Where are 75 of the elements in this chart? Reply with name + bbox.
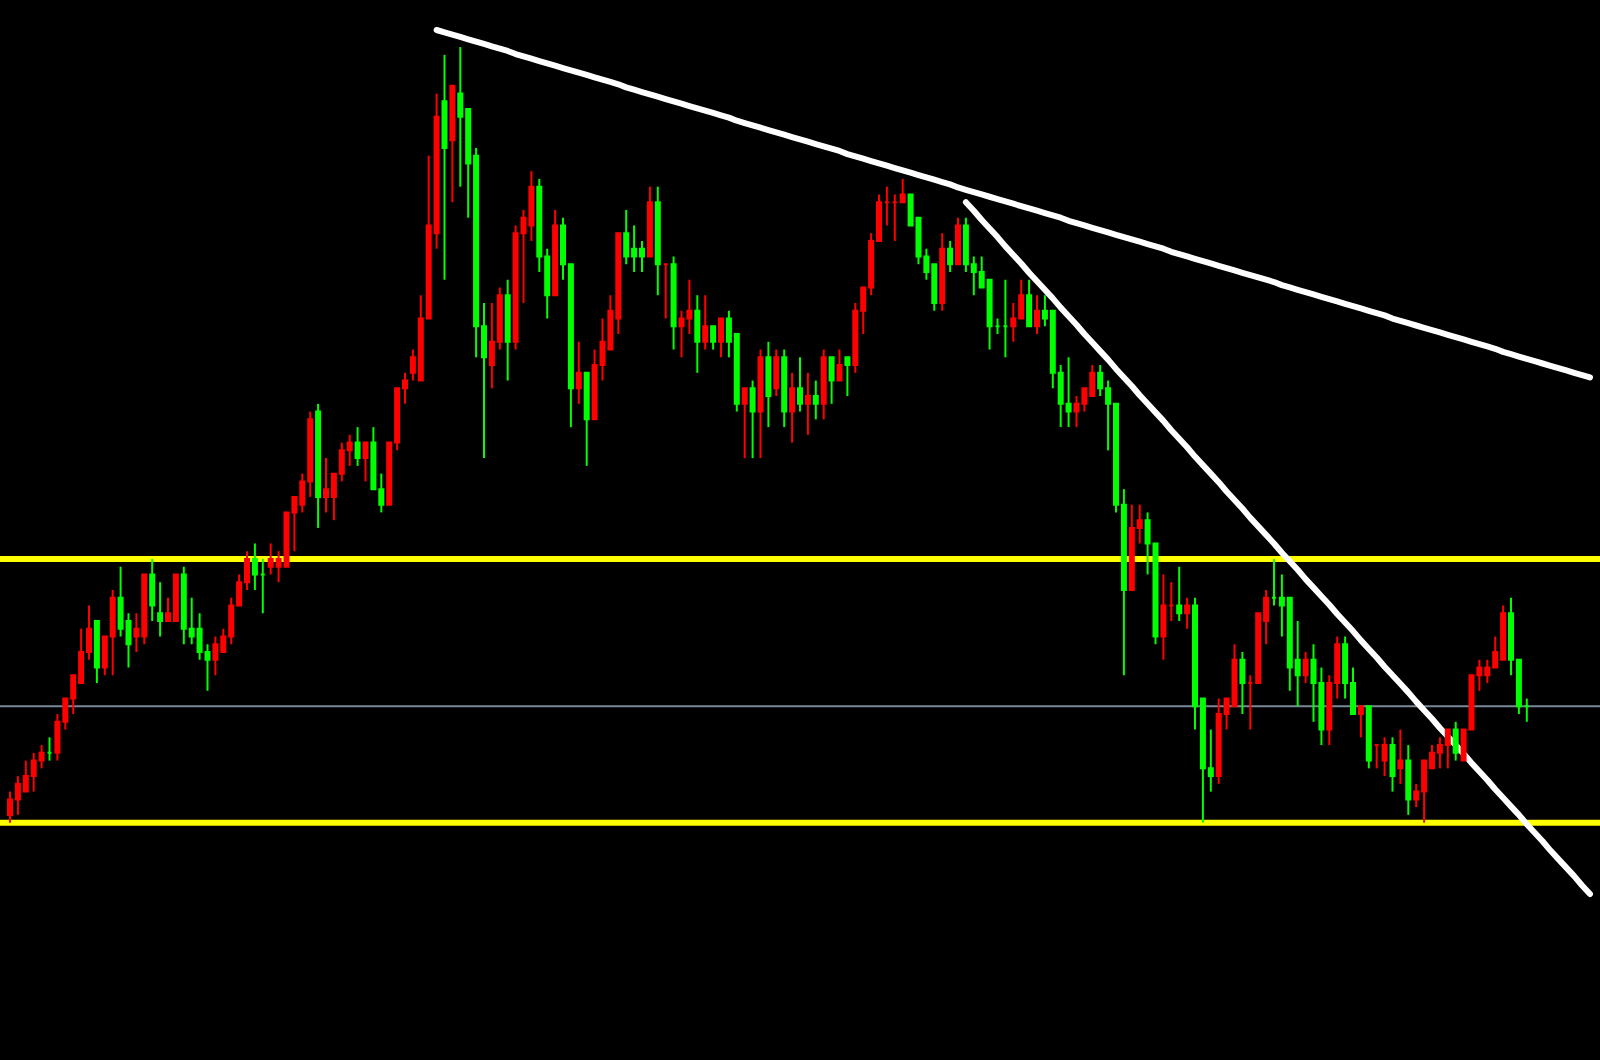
- candlestick: [117, 565, 124, 638]
- candlestick: [251, 542, 258, 591]
- candlestick: [986, 278, 993, 351]
- candlestick: [955, 216, 961, 266]
- candlestick: [196, 612, 203, 661]
- candlestick: [504, 278, 511, 382]
- candlestick: [844, 356, 851, 398]
- candlestick: [631, 224, 638, 273]
- candlestick: [1421, 759, 1428, 824]
- candlestick: [1089, 364, 1096, 398]
- candlestick: [1160, 573, 1167, 661]
- candlestick: [1239, 651, 1246, 716]
- candlestick: [1484, 658, 1491, 685]
- candlestick: [1381, 736, 1388, 778]
- candlestick: [1500, 604, 1507, 661]
- candlestick: [1184, 596, 1191, 630]
- candlestick: [14, 775, 21, 816]
- candlestick: [797, 356, 803, 413]
- candlestick: [149, 557, 156, 622]
- candlestick: [93, 619, 100, 685]
- candlestick: [1010, 302, 1017, 343]
- candlestick: [1073, 395, 1080, 429]
- candlestick: [1444, 728, 1451, 770]
- candlestick: [718, 317, 724, 359]
- candlestick: [1176, 565, 1183, 622]
- candlestick: [1389, 736, 1396, 793]
- candlestick: [1018, 278, 1025, 320]
- candlestick: [812, 379, 819, 421]
- candlestick: [1034, 294, 1040, 336]
- candlestick: [962, 216, 969, 273]
- candlestick: [773, 348, 780, 398]
- candlestick: [1097, 364, 1104, 398]
- candlestick: [820, 348, 827, 421]
- candlestick: [441, 53, 448, 281]
- candlestick: [157, 581, 164, 638]
- candlestick: [1397, 728, 1404, 785]
- candlestick: [804, 371, 811, 436]
- candlestick: [789, 371, 796, 444]
- candlestick: [1452, 720, 1459, 762]
- candlestick: [702, 294, 709, 351]
- candlestick: [1357, 705, 1364, 739]
- candlestick: [1405, 744, 1412, 816]
- candlestick: [1436, 736, 1443, 770]
- candlestick: [583, 371, 590, 467]
- candlestick: [828, 356, 835, 405]
- candlestick: [1231, 643, 1238, 708]
- candlestick: [623, 208, 630, 266]
- candlestick: [7, 790, 13, 824]
- candlestick: [1026, 278, 1033, 328]
- candlestick: [346, 433, 353, 467]
- candlestick: [931, 263, 938, 312]
- candlestick: [947, 239, 954, 273]
- candlestick: [899, 177, 906, 204]
- candlestick: [1302, 651, 1309, 685]
- candlestick: [109, 588, 116, 677]
- candlestick: [749, 379, 756, 460]
- candlestick: [639, 239, 645, 273]
- candlestick: [212, 635, 219, 677]
- candlestick: [22, 759, 29, 793]
- candlestick: [765, 340, 772, 429]
- candlestick: [323, 457, 329, 514]
- candlestick: [836, 348, 843, 382]
- candlestick: [488, 302, 495, 390]
- candlestick: [710, 325, 717, 351]
- candlestick: [30, 751, 37, 793]
- candlestick: [694, 294, 701, 374]
- candlestick: [741, 387, 748, 460]
- candlestick: [575, 340, 582, 405]
- candlestick: [1065, 356, 1072, 429]
- candlestick: [457, 46, 464, 188]
- candlestick: [172, 573, 179, 622]
- candlestick: [354, 426, 361, 467]
- candlestick: [362, 441, 369, 483]
- candlestick: [38, 744, 45, 770]
- candlestick: [267, 542, 274, 576]
